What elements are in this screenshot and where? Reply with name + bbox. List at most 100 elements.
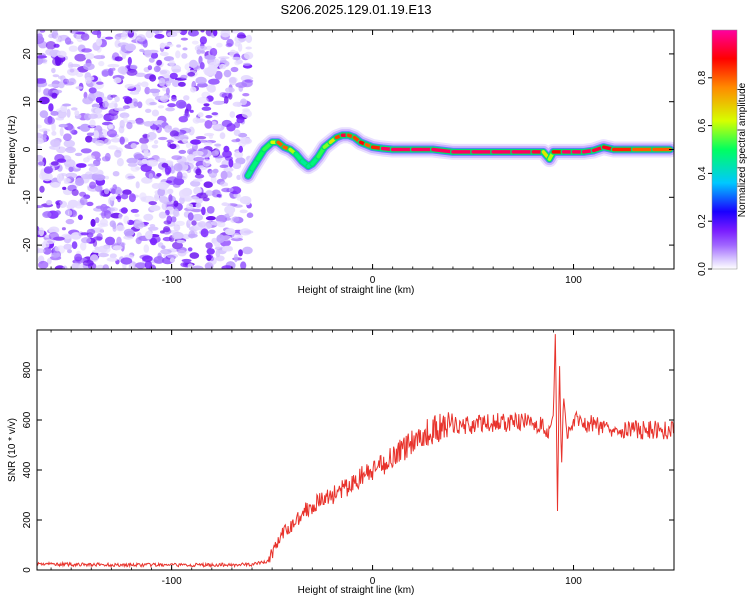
noise-speckle: [205, 254, 214, 259]
colorbar-label: Normalized spectral amplitude: [737, 82, 748, 217]
noise-speckle: [144, 260, 153, 269]
noise-speckle: [134, 153, 144, 160]
noise-speckle: [159, 51, 169, 57]
noise-speckle: [225, 87, 235, 93]
noise-speckle: [165, 180, 173, 184]
noise-speckle: [191, 207, 202, 213]
noise-speckle: [187, 72, 196, 77]
noise-speckle: [215, 255, 225, 262]
noise-speckle: [106, 129, 118, 138]
noise-speckle: [100, 245, 111, 254]
noise-speckle: [164, 125, 173, 133]
noise-speckle: [96, 157, 101, 162]
y-tick-label: 200: [22, 511, 33, 528]
noise-speckle: [88, 87, 97, 94]
noise-speckle: [157, 187, 166, 197]
noise-speckle: [148, 57, 155, 63]
noise-speckle: [52, 30, 58, 33]
snr-series-line: [37, 334, 674, 569]
noise-speckle: [98, 60, 105, 67]
noise-speckle: [189, 59, 198, 68]
noise-speckle: [156, 59, 163, 66]
noise-speckle: [191, 265, 204, 269]
noise-speckle: [123, 228, 135, 237]
noise-speckle: [213, 30, 218, 37]
y-tick-label: 600: [22, 411, 33, 428]
noise-speckle: [106, 207, 119, 212]
noise-speckle: [175, 50, 181, 59]
noise-speckle: [157, 105, 165, 109]
noise-speckle: [159, 42, 166, 49]
noise-speckle: [94, 174, 106, 181]
noise-speckle: [127, 175, 136, 179]
noise-speckle: [143, 121, 154, 127]
snr-ticks: -100 0 100 0 200 400 600 800: [22, 330, 675, 587]
noise-speckle: [204, 55, 216, 60]
noise-speckle: [245, 76, 254, 80]
noise-speckle: [203, 181, 213, 188]
noise-speckle: [208, 169, 218, 178]
noise-speckle: [208, 229, 216, 234]
noise-speckle: [122, 95, 131, 100]
y-tick-label: -10: [22, 190, 33, 205]
noise-speckle: [62, 103, 72, 107]
noise-speckle: [113, 77, 122, 84]
x-tick-label: 0: [370, 275, 376, 286]
noise-speckle: [173, 224, 181, 232]
noise-speckle: [46, 199, 53, 206]
noise-speckle: [41, 128, 48, 132]
y-tick-label: 0: [22, 146, 33, 152]
noise-speckle: [105, 236, 115, 246]
noise-speckle: [150, 52, 159, 59]
noise-speckle: [135, 237, 142, 245]
noise-speckle: [84, 53, 95, 60]
noise-speckle: [119, 136, 125, 145]
noise-speckle: [168, 59, 175, 67]
noise-speckle: [228, 187, 234, 192]
noise-speckle: [216, 42, 223, 48]
noise-speckle: [196, 49, 202, 55]
noise-speckle: [116, 158, 124, 167]
noise-speckle: [67, 68, 79, 76]
noise-speckle: [106, 257, 118, 262]
noise-speckle: [133, 101, 138, 107]
noise-speckle: [204, 67, 217, 77]
noise-speckle: [224, 228, 236, 236]
noise-speckle: [215, 249, 221, 258]
noise-speckle: [85, 135, 93, 143]
noise-speckle: [158, 77, 166, 87]
noise-speckle: [173, 200, 179, 207]
noise-speckle: [134, 213, 140, 218]
noise-speckle: [204, 211, 210, 216]
noise-speckle: [119, 112, 130, 119]
noise-speckle: [169, 257, 175, 263]
noise-speckle: [194, 174, 205, 179]
noise-speckle: [156, 173, 162, 177]
noise-speckle: [182, 47, 188, 51]
noise-speckle: [129, 64, 138, 70]
noise-speckle: [94, 108, 103, 114]
x-tick-label: -100: [162, 576, 182, 587]
noise-speckle: [130, 208, 139, 213]
x-tick-label: 100: [565, 275, 582, 286]
noise-speckle: [232, 216, 240, 222]
noise-speckle: [135, 166, 141, 171]
colorbar: 0.0 0.2 0.4 0.6 0.8 Normalized spectral ampl…: [697, 29, 748, 276]
noise-speckle: [225, 171, 233, 178]
noise-speckle: [204, 120, 213, 129]
noise-speckle: [159, 196, 169, 204]
noise-speckle: [95, 139, 105, 147]
noise-speckle: [150, 124, 158, 130]
noise-speckle: [50, 110, 59, 116]
noise-speckle: [229, 111, 236, 118]
noise-speckle: [228, 210, 234, 217]
noise-speckle: [105, 36, 114, 40]
noise-speckle: [120, 207, 128, 214]
noise-speckle: [176, 171, 183, 181]
noise-speckle: [212, 100, 225, 105]
noise-speckle: [91, 169, 104, 175]
noise-speckle: [176, 239, 186, 244]
noise-speckle: [243, 230, 254, 234]
